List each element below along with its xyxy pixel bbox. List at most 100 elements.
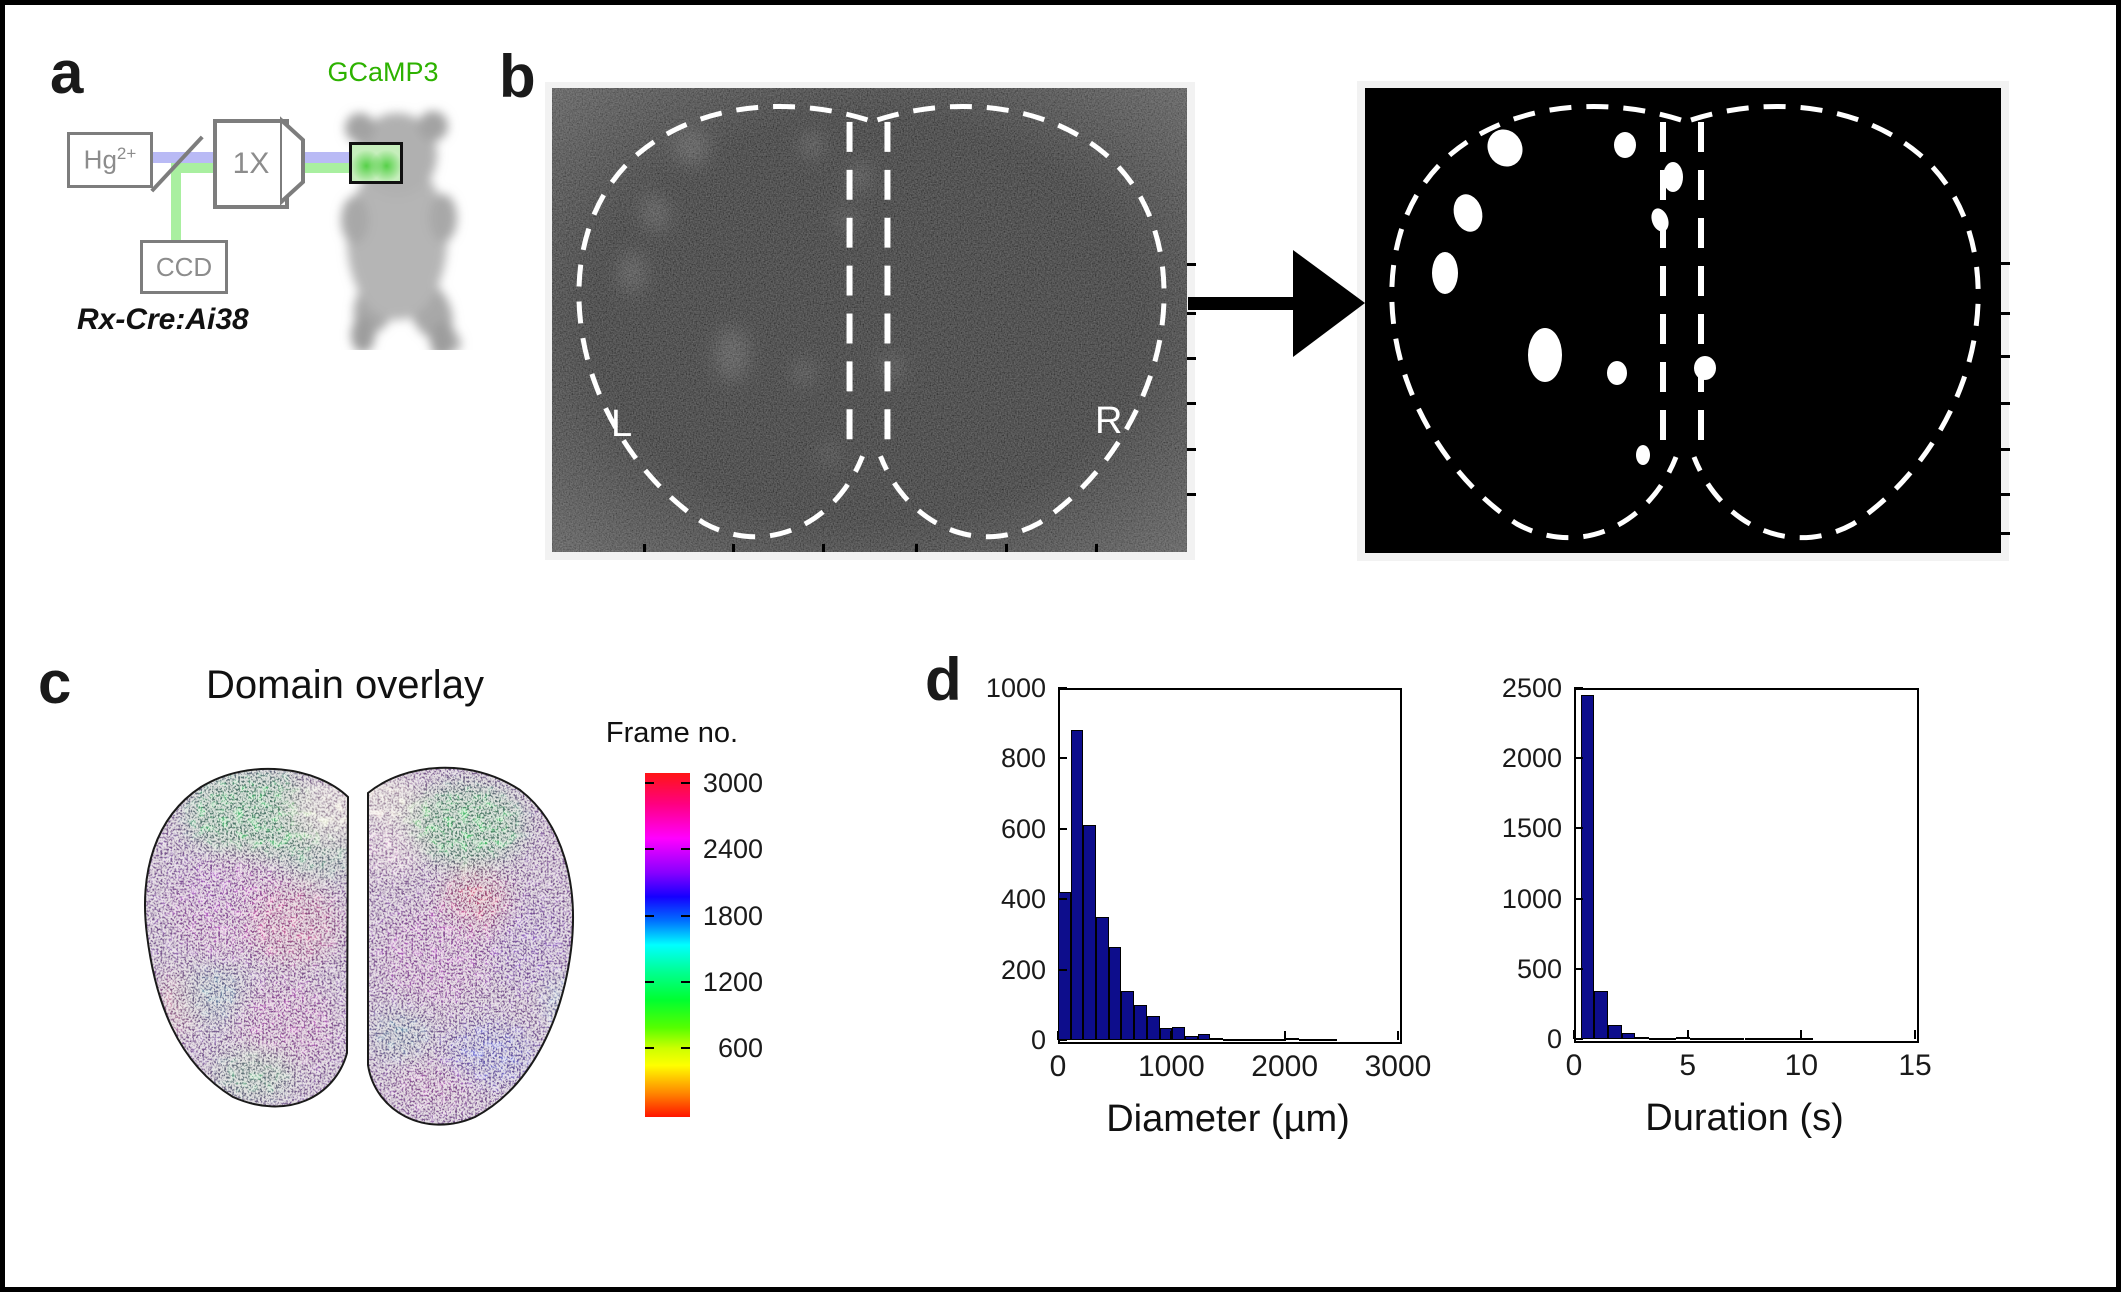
colorbar-tick [645,980,654,983]
histogram-bar [1662,1038,1677,1040]
mercury-lamp-box: Hg2+ [67,132,153,188]
histogram-bar [1210,1038,1223,1041]
histogram-bar [1324,1039,1338,1041]
colorbar-tick [645,914,654,917]
x-axis-tick [1057,1031,1059,1040]
mouse-body [347,160,447,320]
panel-b-label: b [499,43,536,110]
y-axis-tick [1058,827,1067,830]
domain-blob [1528,328,1562,382]
colorbar-tick-label: 600 [717,1033,763,1064]
x-axis-tick [1170,1031,1173,1040]
y-axis-tick [1058,968,1067,971]
histogram-bar [1580,695,1595,1039]
axis-tick-remnant [1187,493,1196,496]
histogram-bar [1594,990,1609,1039]
histogram-bar [1785,1038,1800,1040]
left-hemisphere-overlay [145,768,348,1107]
axis-tick-remnant [1187,312,1196,315]
y-axis-tick-label: 2500 [1501,673,1562,703]
gcamp3-label: GCaMP3 [327,57,439,87]
y-axis-tick [1574,897,1583,900]
y-axis-tick [1058,1039,1067,1041]
faint-domain-patch [619,251,645,294]
faint-domain-patch [849,161,870,192]
x-axis-tick-label: 1000 [1137,1050,1205,1083]
colorbar-tick-label: 3000 [702,768,763,798]
raw-fluorescence-image [552,88,1187,552]
y-axis-tick-label: 1000 [1501,883,1562,914]
mercury-lamp-label: Hg2+ [83,144,137,175]
x-axis-tick-label: 10 [1784,1049,1819,1082]
histogram-bar [1649,1037,1663,1040]
colorbar-tick [681,848,690,851]
y-axis-tick-label: 1500 [1501,813,1562,844]
axis-tick-remnant [732,544,735,552]
panel-d-label: d [925,646,962,713]
y-axis-tick-label: 400 [1000,884,1046,915]
histogram-bar [1608,1024,1622,1039]
faint-activity-patches [619,129,903,465]
mouse-photo [341,111,462,350]
axis-tick-remnant [2001,402,2010,405]
histogram-bar [1134,1004,1147,1040]
panel-a-label: a [50,39,84,106]
right-hemisphere-letter: R [1095,400,1123,442]
colorbar-tick [681,1047,690,1050]
axis-tick-remnant [643,544,646,552]
histogram-bar [1635,1037,1649,1040]
y-axis-tick [1574,687,1583,689]
colorbar-tick-label: 2400 [702,834,763,865]
faint-domain-patch [640,194,670,232]
colorbar-tick [645,782,654,784]
y-axis-tick-label: 0 [1030,1025,1046,1055]
x-axis-tick-label: 0 [1565,1049,1583,1082]
histogram-bar [1108,946,1122,1040]
y-axis-tick-label: 600 [1000,813,1046,844]
colorbar-tick [681,782,690,784]
y-axis-tick-label: 800 [1000,743,1046,774]
axis-tick-remnant [2001,448,2010,451]
axis-tick-remnant [2001,312,2010,315]
faint-domain-patch [793,360,814,385]
domain-blob [1694,356,1716,380]
x-axis-label: Duration (s) [1645,1097,1844,1139]
axis-tick-remnant [1187,357,1196,360]
x-axis-label: Diameter (µm) [1106,1098,1350,1140]
arrow-icon [1188,250,1365,357]
y-axis-tick [1574,757,1583,760]
x-axis-tick-label: 5 [1679,1049,1696,1082]
x-axis-tick [1800,1030,1803,1039]
x-axis-tick [1686,1030,1689,1039]
axis-tick-remnant [822,544,825,552]
histogram-bar [1758,1038,1772,1040]
y-axis-tick-label: 200 [1000,954,1046,985]
axis-tick-remnant [1095,544,1098,552]
histogram-bar [1121,990,1135,1040]
domain-blob [1432,252,1458,294]
axis-tick-remnant [1187,402,1196,405]
brain-outline-dashed [1389,104,1981,541]
y-axis-tick [1574,827,1583,830]
histogram-bar [1676,1036,1690,1039]
histogram-bar [1799,1037,1813,1040]
histogram-bar [1248,1039,1262,1041]
domain-blob [1487,129,1523,167]
histogram-bar [1730,1038,1745,1040]
y-axis-tick-label: 2000 [1501,743,1562,774]
domain-blob [1614,132,1636,158]
y-axis-tick-label: 1000 [985,673,1046,703]
plot-axes [1574,688,1919,1043]
axis-tick-remnant [1005,544,1008,552]
panel-c-label: c [38,649,72,716]
x-axis-tick [1573,1030,1575,1039]
histogram-bar [1621,1033,1636,1039]
histogram-bar [1235,1039,1249,1041]
domain-blob [1607,361,1627,385]
histogram-bar [1744,1038,1759,1040]
faint-domain-patch [822,444,837,465]
domain-blob [1636,445,1650,465]
axis-tick-remnant [915,544,918,552]
colorbar-tick-label: 1200 [702,966,763,997]
y-axis-tick-label: 0 [1546,1024,1562,1054]
